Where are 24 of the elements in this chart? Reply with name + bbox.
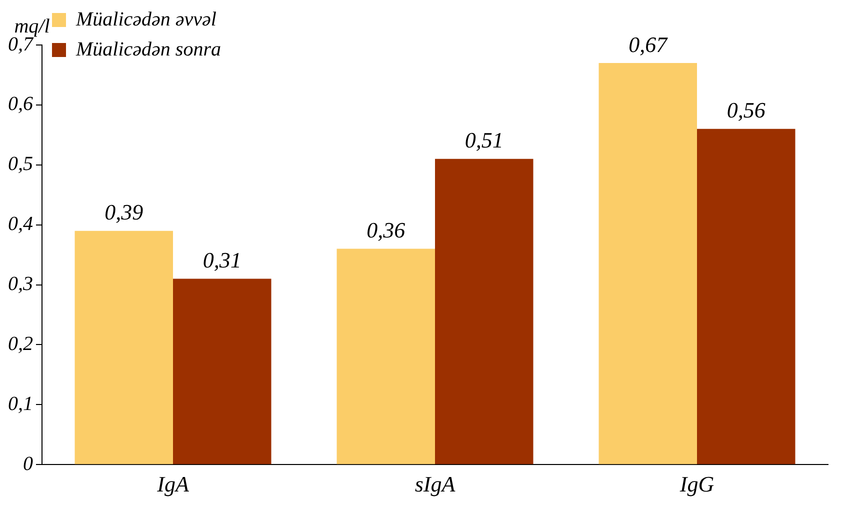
data-label: 0,31 xyxy=(202,248,242,273)
legend-label: Müalicədən sonra xyxy=(75,38,221,60)
data-label: 0,67 xyxy=(628,32,668,57)
y-tick-label: 0,5 xyxy=(8,153,33,176)
bar xyxy=(697,128,796,464)
bar xyxy=(435,158,534,464)
bar xyxy=(74,230,173,464)
legend-label: Müalicədən əvvəl xyxy=(75,8,217,30)
y-tick-label: 0,1 xyxy=(8,392,33,415)
bar xyxy=(336,248,435,464)
data-label: 0,36 xyxy=(366,218,406,243)
y-tick-label: 0,2 xyxy=(8,332,33,355)
data-label: 0,51 xyxy=(464,128,504,153)
y-tick-label: 0,3 xyxy=(8,273,33,296)
y-tick-label: 0,6 xyxy=(8,93,33,116)
x-tick-label: sIgA xyxy=(414,472,456,497)
y-tick-label: 0 xyxy=(23,452,33,475)
bar xyxy=(173,278,272,464)
x-tick-label: IgG xyxy=(678,472,714,497)
x-tick-label: IgA xyxy=(156,472,190,497)
data-label: 0,39 xyxy=(104,200,144,225)
bar xyxy=(598,62,697,464)
data-label: 0,56 xyxy=(726,98,766,123)
y-tick-label: 0,4 xyxy=(8,213,33,236)
